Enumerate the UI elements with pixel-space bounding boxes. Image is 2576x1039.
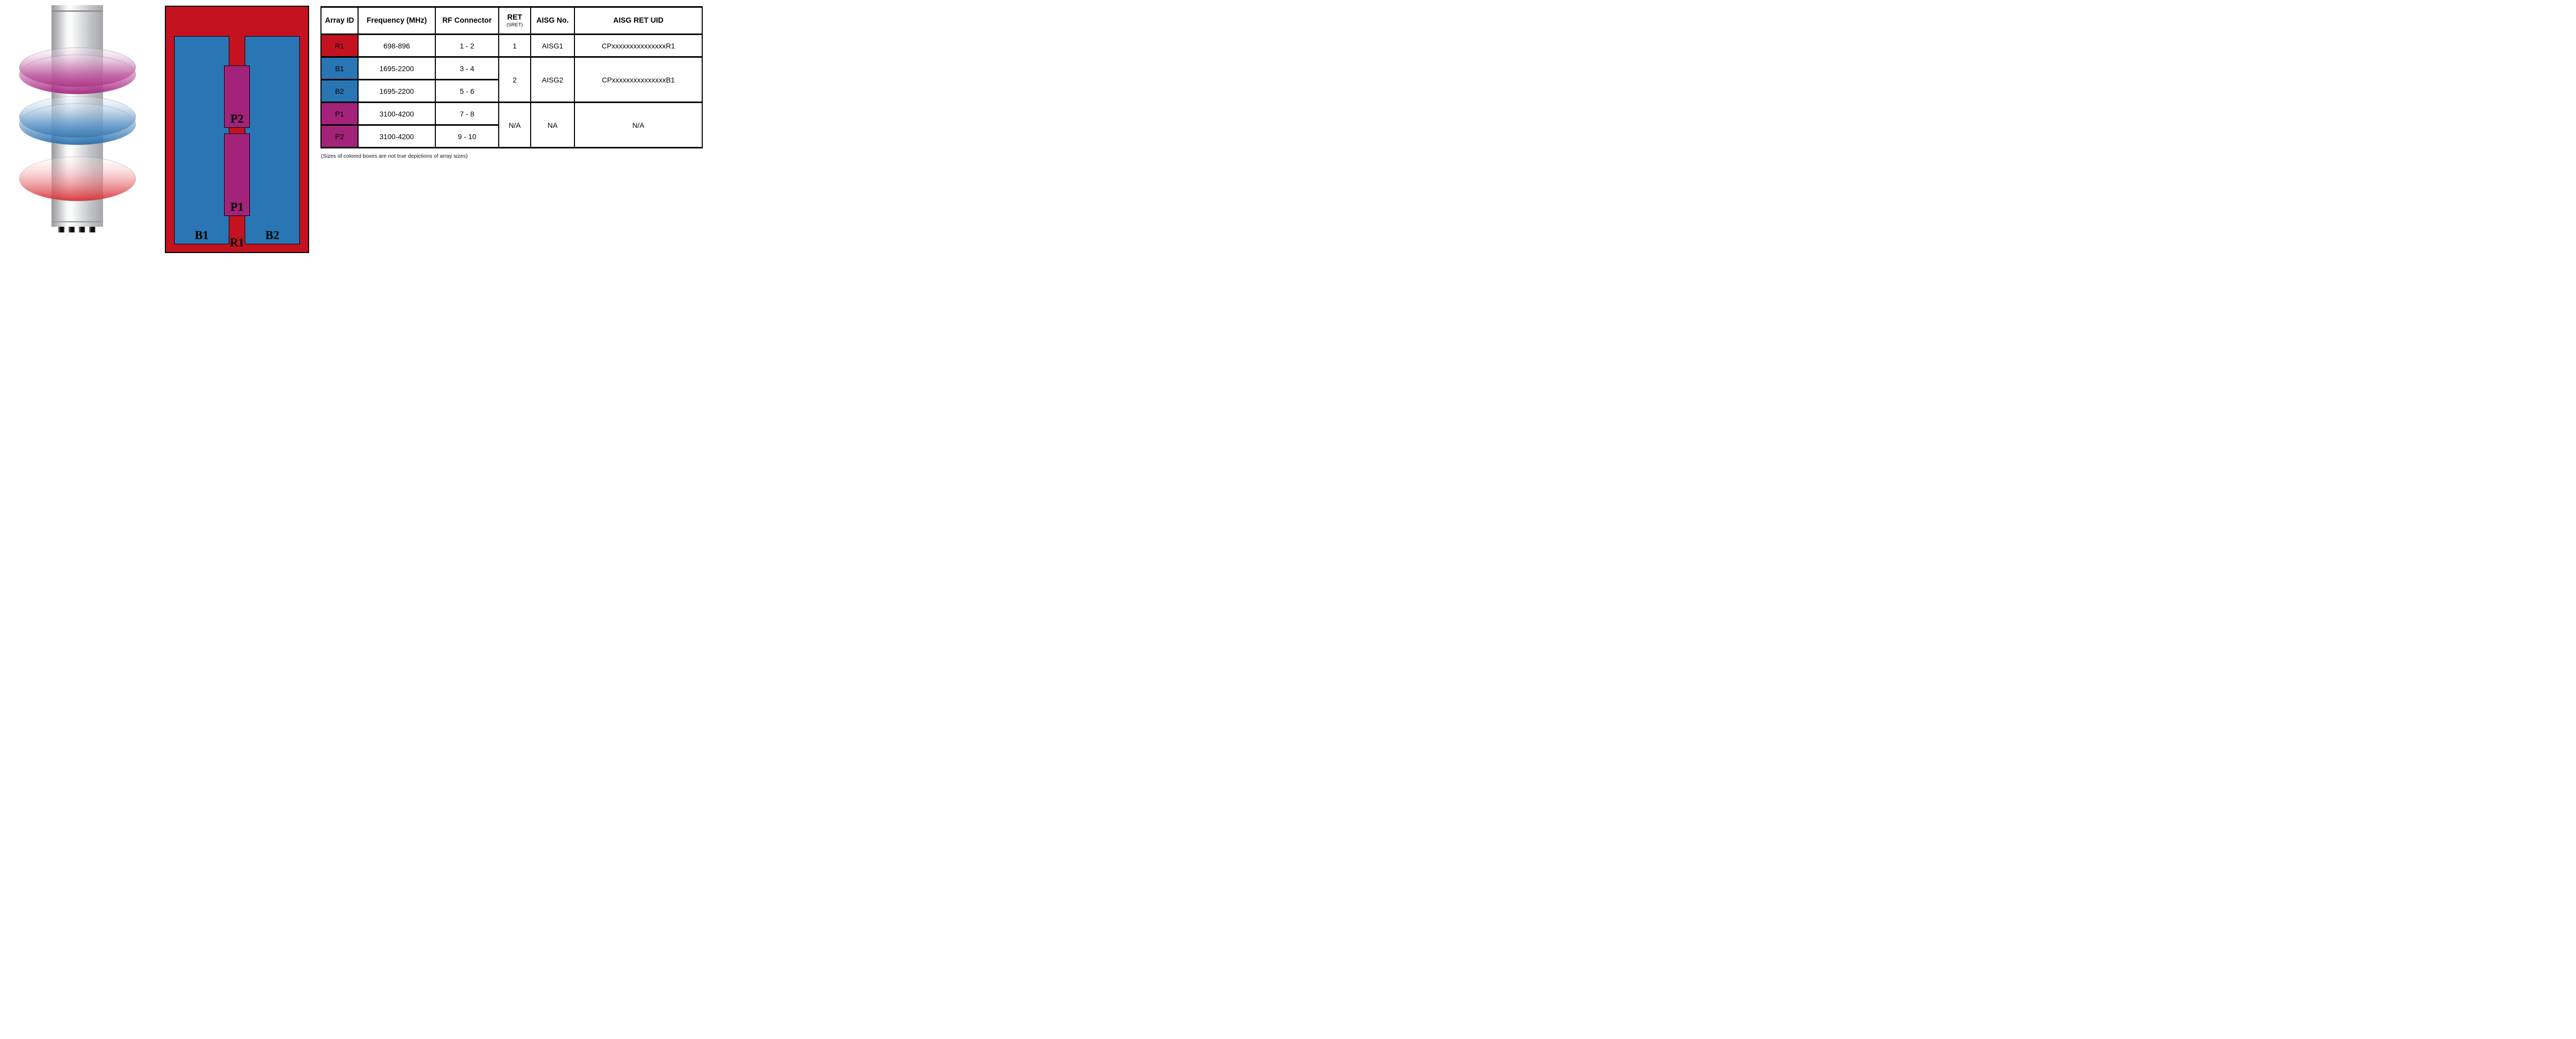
b1-array-id-cell: B1 (320, 56, 359, 80)
beam-disc-blue-lower (19, 103, 136, 145)
antenna-illustration (0, 0, 165, 260)
p2-array-id-cell: P2 (320, 124, 359, 148)
array-box-b2: B2 (245, 36, 300, 244)
r1-rf-connector-cell: 1 - 2 (435, 33, 499, 58)
p1-p2-aisg-ret-uid-cell: N/A (574, 102, 703, 148)
b1-b2-aisg-no-cell: AISG2 (530, 56, 575, 103)
p2-frequency-cell: 3100-4200 (358, 124, 436, 148)
beam-disc-pink-lower (19, 55, 136, 94)
col-header-ret: RET (SRET) (498, 6, 531, 35)
table-row-p2: P2 3100-4200 9 - 10 (320, 124, 702, 148)
b1-frequency-cell: 1695-2200 (358, 56, 436, 80)
b1-b2-ret-cell: 2 (498, 56, 531, 103)
table-row-b2: B2 1695-2200 5 - 6 (320, 79, 702, 103)
b2-frequency-cell: 1695-2200 (358, 79, 436, 103)
p1-p2-aisg-no-cell: NA (530, 102, 575, 148)
col-header-aisg-no: AISG No. (530, 6, 575, 35)
p1-p2-ret-cell: N/A (498, 102, 531, 148)
table-row-r1: R1 698-896 1 - 2 1 AISG1 CPxxxxxxxxxxxxx… (320, 33, 703, 58)
beam-disc-red (19, 156, 136, 202)
antenna-pin-1 (58, 227, 64, 232)
antenna-bottom-cap-line (52, 221, 103, 223)
antenna-top-cap-line (52, 10, 103, 12)
b1-rf-connector-cell: 3 - 4 (435, 56, 499, 80)
antenna-pin-4 (89, 227, 95, 232)
size-disclaimer-note: (Sizes of colored boxes are not true dep… (321, 153, 468, 159)
beam-disc-blue (19, 96, 136, 145)
b2-array-id-cell: B2 (320, 79, 359, 103)
array-box-b2-label: B2 (265, 229, 279, 242)
p2-rf-connector-cell: 9 - 10 (435, 124, 499, 148)
table-row-p1: P1 3100-4200 7 - 8 N/A NA N/A (320, 102, 703, 148)
antenna-connector-pins (58, 227, 95, 232)
p1-rf-connector-cell: 7 - 8 (435, 102, 499, 126)
p1-array-id-cell: P1 (320, 102, 359, 126)
col-header-rf-connector: RF Connector (435, 6, 499, 35)
col-header-array-id: Array ID (320, 6, 359, 35)
array-box-p2: P2 (224, 65, 250, 128)
col-header-frequency: Frequency (MHz) (358, 6, 436, 35)
antenna-pin-2 (69, 227, 75, 232)
col-header-ret-sub: (SRET) (506, 22, 523, 28)
r1-aisg-ret-uid-cell: CPxxxxxxxxxxxxxxxR1 (574, 33, 703, 58)
table-header-row: Array ID Frequency (MHz) RF Connector RE… (320, 6, 703, 35)
col-header-ret-main: RET (507, 13, 522, 22)
array-box-p1-label: P1 (230, 200, 244, 213)
col-header-aisg-ret-uid: AISG RET UID (574, 6, 703, 35)
r1-array-id-cell: R1 (320, 33, 359, 58)
array-box-p2-label: P2 (230, 112, 244, 125)
antenna-pin-3 (79, 227, 85, 232)
beam-disc-pink (19, 47, 136, 94)
table-row-b1: B1 1695-2200 3 - 4 2 AISG2 CPxxxxxxxxxxx… (320, 56, 703, 103)
b2-rf-connector-cell: 5 - 6 (435, 79, 499, 103)
r1-ret-cell: 1 (498, 33, 531, 58)
r1-frequency-cell: 698-896 (358, 33, 436, 58)
r1-aisg-no-cell: AISG1 (530, 33, 575, 58)
array-box-b1: B1 (174, 36, 229, 244)
array-background-r1-label: R1 (229, 236, 245, 249)
array-spec-table: Array ID Frequency (MHz) RF Connector RE… (320, 6, 703, 148)
antenna-illustration-svg (19, 5, 136, 232)
b1-b2-aisg-ret-uid-cell: CPxxxxxxxxxxxxxxxB1 (574, 56, 703, 103)
p1-frequency-cell: 3100-4200 (358, 102, 436, 126)
array-box-b1-label: B1 (195, 229, 209, 242)
array-layout-diagram: B1 B2 P2 P1 R1 (165, 6, 309, 253)
array-box-p1: P1 (224, 133, 250, 216)
